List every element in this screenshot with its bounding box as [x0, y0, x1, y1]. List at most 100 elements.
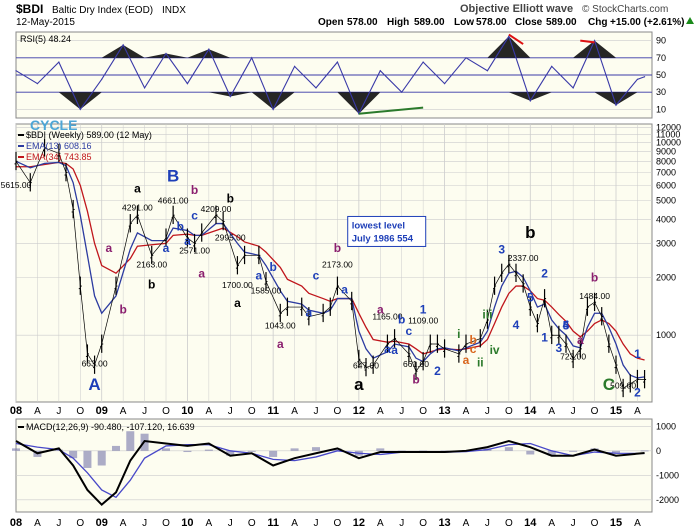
- price-label: 647.00: [353, 361, 379, 371]
- x-tick-label: 08: [10, 405, 22, 417]
- chart-exchange: INDX: [162, 5, 186, 16]
- macd-histogram-bar: [12, 448, 20, 451]
- x-tick-label: A: [377, 406, 384, 417]
- annotation-box: [347, 215, 427, 247]
- cycle-label: CYCLE: [30, 117, 77, 133]
- macd-histogram-bar: [247, 450, 256, 452]
- wave-label: 5: [563, 319, 570, 333]
- wave-label: c: [191, 208, 198, 222]
- price-tick-label: 8000: [656, 156, 676, 166]
- x-tick-label: A: [120, 406, 127, 417]
- wave-label: 2: [634, 386, 641, 400]
- wave-label: a: [391, 343, 398, 357]
- rsi-point: [58, 61, 60, 63]
- price-panel-frame: [15, 123, 653, 403]
- macd-histogram-bar: [183, 450, 192, 453]
- price-label: 4291.00: [122, 202, 153, 212]
- macd-tick-label: -1000: [656, 470, 679, 480]
- close-label: Close: [515, 17, 543, 28]
- wave-label: a: [234, 296, 241, 310]
- macd-histogram-bar: [290, 448, 299, 451]
- macd-signal-line: [15, 442, 645, 499]
- rsi-trendline: [508, 33, 524, 45]
- price-label: 1109.00: [408, 316, 438, 326]
- wave-label: b: [191, 183, 198, 197]
- macd-tick-label: 0: [656, 446, 661, 456]
- x-tick-label-bottom: A: [34, 518, 41, 529]
- x-tick-label-bottom: 10: [181, 517, 193, 529]
- wave-label: ii: [477, 355, 484, 369]
- macd-histogram-bar: [112, 445, 120, 451]
- x-axis: 08 08 A A J J O O 09 09 A A J J O O 10 10 A A J J O O 11 11 A A J J O O…: [10, 405, 641, 529]
- rsi-point: [422, 61, 424, 63]
- macd-histogram-bar: [162, 448, 170, 451]
- wave-label: b: [469, 333, 476, 347]
- low-label: Low: [454, 17, 474, 28]
- macd-histogram-bar: [269, 450, 278, 457]
- wave-label: a: [184, 234, 191, 248]
- close-value: 589.00: [546, 17, 577, 28]
- price-tick-label: 12000: [656, 122, 681, 132]
- price-line: [15, 147, 645, 389]
- x-tick-label: J: [228, 406, 233, 417]
- macd-panel-frame: [15, 418, 653, 513]
- wave-label: a: [354, 375, 364, 394]
- rsi-point: [15, 70, 17, 72]
- rsi-point: [379, 70, 381, 72]
- up-triangle-icon: [686, 17, 694, 24]
- price-label: 1165.00: [372, 311, 402, 321]
- x-tick-label-bottom: J: [399, 518, 404, 529]
- x-tick-label-bottom: J: [142, 518, 147, 529]
- rsi-point: [208, 48, 210, 50]
- rsi-legend: RSI(5) 48.24: [20, 34, 71, 44]
- price-tick-label: 3000: [656, 238, 676, 248]
- wave-label: 4: [513, 318, 520, 332]
- price-label: 723.00: [560, 351, 586, 361]
- rsi-point: [643, 76, 646, 78]
- x-tick-label-bottom: 15: [610, 517, 622, 529]
- x-tick-label: A: [291, 406, 298, 417]
- x-tick-label-bottom: O: [334, 518, 342, 529]
- x-tick-label-bottom: 13: [438, 517, 450, 529]
- x-tick-label-bottom: O: [419, 518, 427, 529]
- x-tick-label: J: [314, 406, 319, 417]
- rsi-point: [465, 57, 467, 59]
- wave-label: b: [525, 223, 535, 242]
- macd-histogram-bar: [226, 450, 235, 456]
- wave-label: c: [406, 324, 413, 338]
- rsi-point: [593, 40, 596, 42]
- x-tick-label: O: [419, 406, 427, 417]
- wave-label: a: [463, 353, 470, 367]
- price-label: 2337.00: [508, 253, 539, 263]
- rsi-overbought-fill: [16, 36, 645, 58]
- price-tick-label: 7000: [656, 167, 676, 177]
- x-tick-label-bottom: 12: [353, 517, 365, 529]
- x-tick-label: 10: [181, 405, 193, 417]
- rsi-trendline: [358, 106, 424, 115]
- chart-symbol-title: $BDI: [16, 2, 43, 16]
- x-tick-label-bottom: A: [463, 518, 470, 529]
- wave-label: 1: [541, 330, 548, 344]
- ema13-line: [15, 160, 645, 379]
- high-label: High: [387, 17, 409, 28]
- x-tick-label-bottom: 14: [524, 517, 537, 529]
- x-tick-label: 12: [353, 405, 365, 417]
- rsi-tick-label: 70: [656, 53, 666, 63]
- price-label: 1585.00: [251, 286, 282, 296]
- x-tick-label-bottom: A: [548, 518, 555, 529]
- macd-histogram-bar: [376, 448, 385, 451]
- rsi-point: [336, 61, 339, 63]
- price-label: 4661.00: [158, 195, 189, 205]
- open-label: Open: [318, 17, 344, 28]
- x-tick-label: A: [34, 406, 41, 417]
- price-tick-label: 11000: [656, 130, 680, 140]
- x-tick-label: O: [248, 406, 256, 417]
- price-label: 5615.00: [1, 180, 32, 190]
- rsi-point: [122, 44, 124, 46]
- rsi-point: [529, 100, 531, 102]
- x-tick-label-bottom: 08: [10, 517, 22, 529]
- price-label: 2173.00: [322, 259, 353, 269]
- x-tick-label-bottom: J: [56, 518, 61, 529]
- price-panel: 1000 2000 3000 4000 5000 6000 7000800090001000…: [1, 117, 681, 403]
